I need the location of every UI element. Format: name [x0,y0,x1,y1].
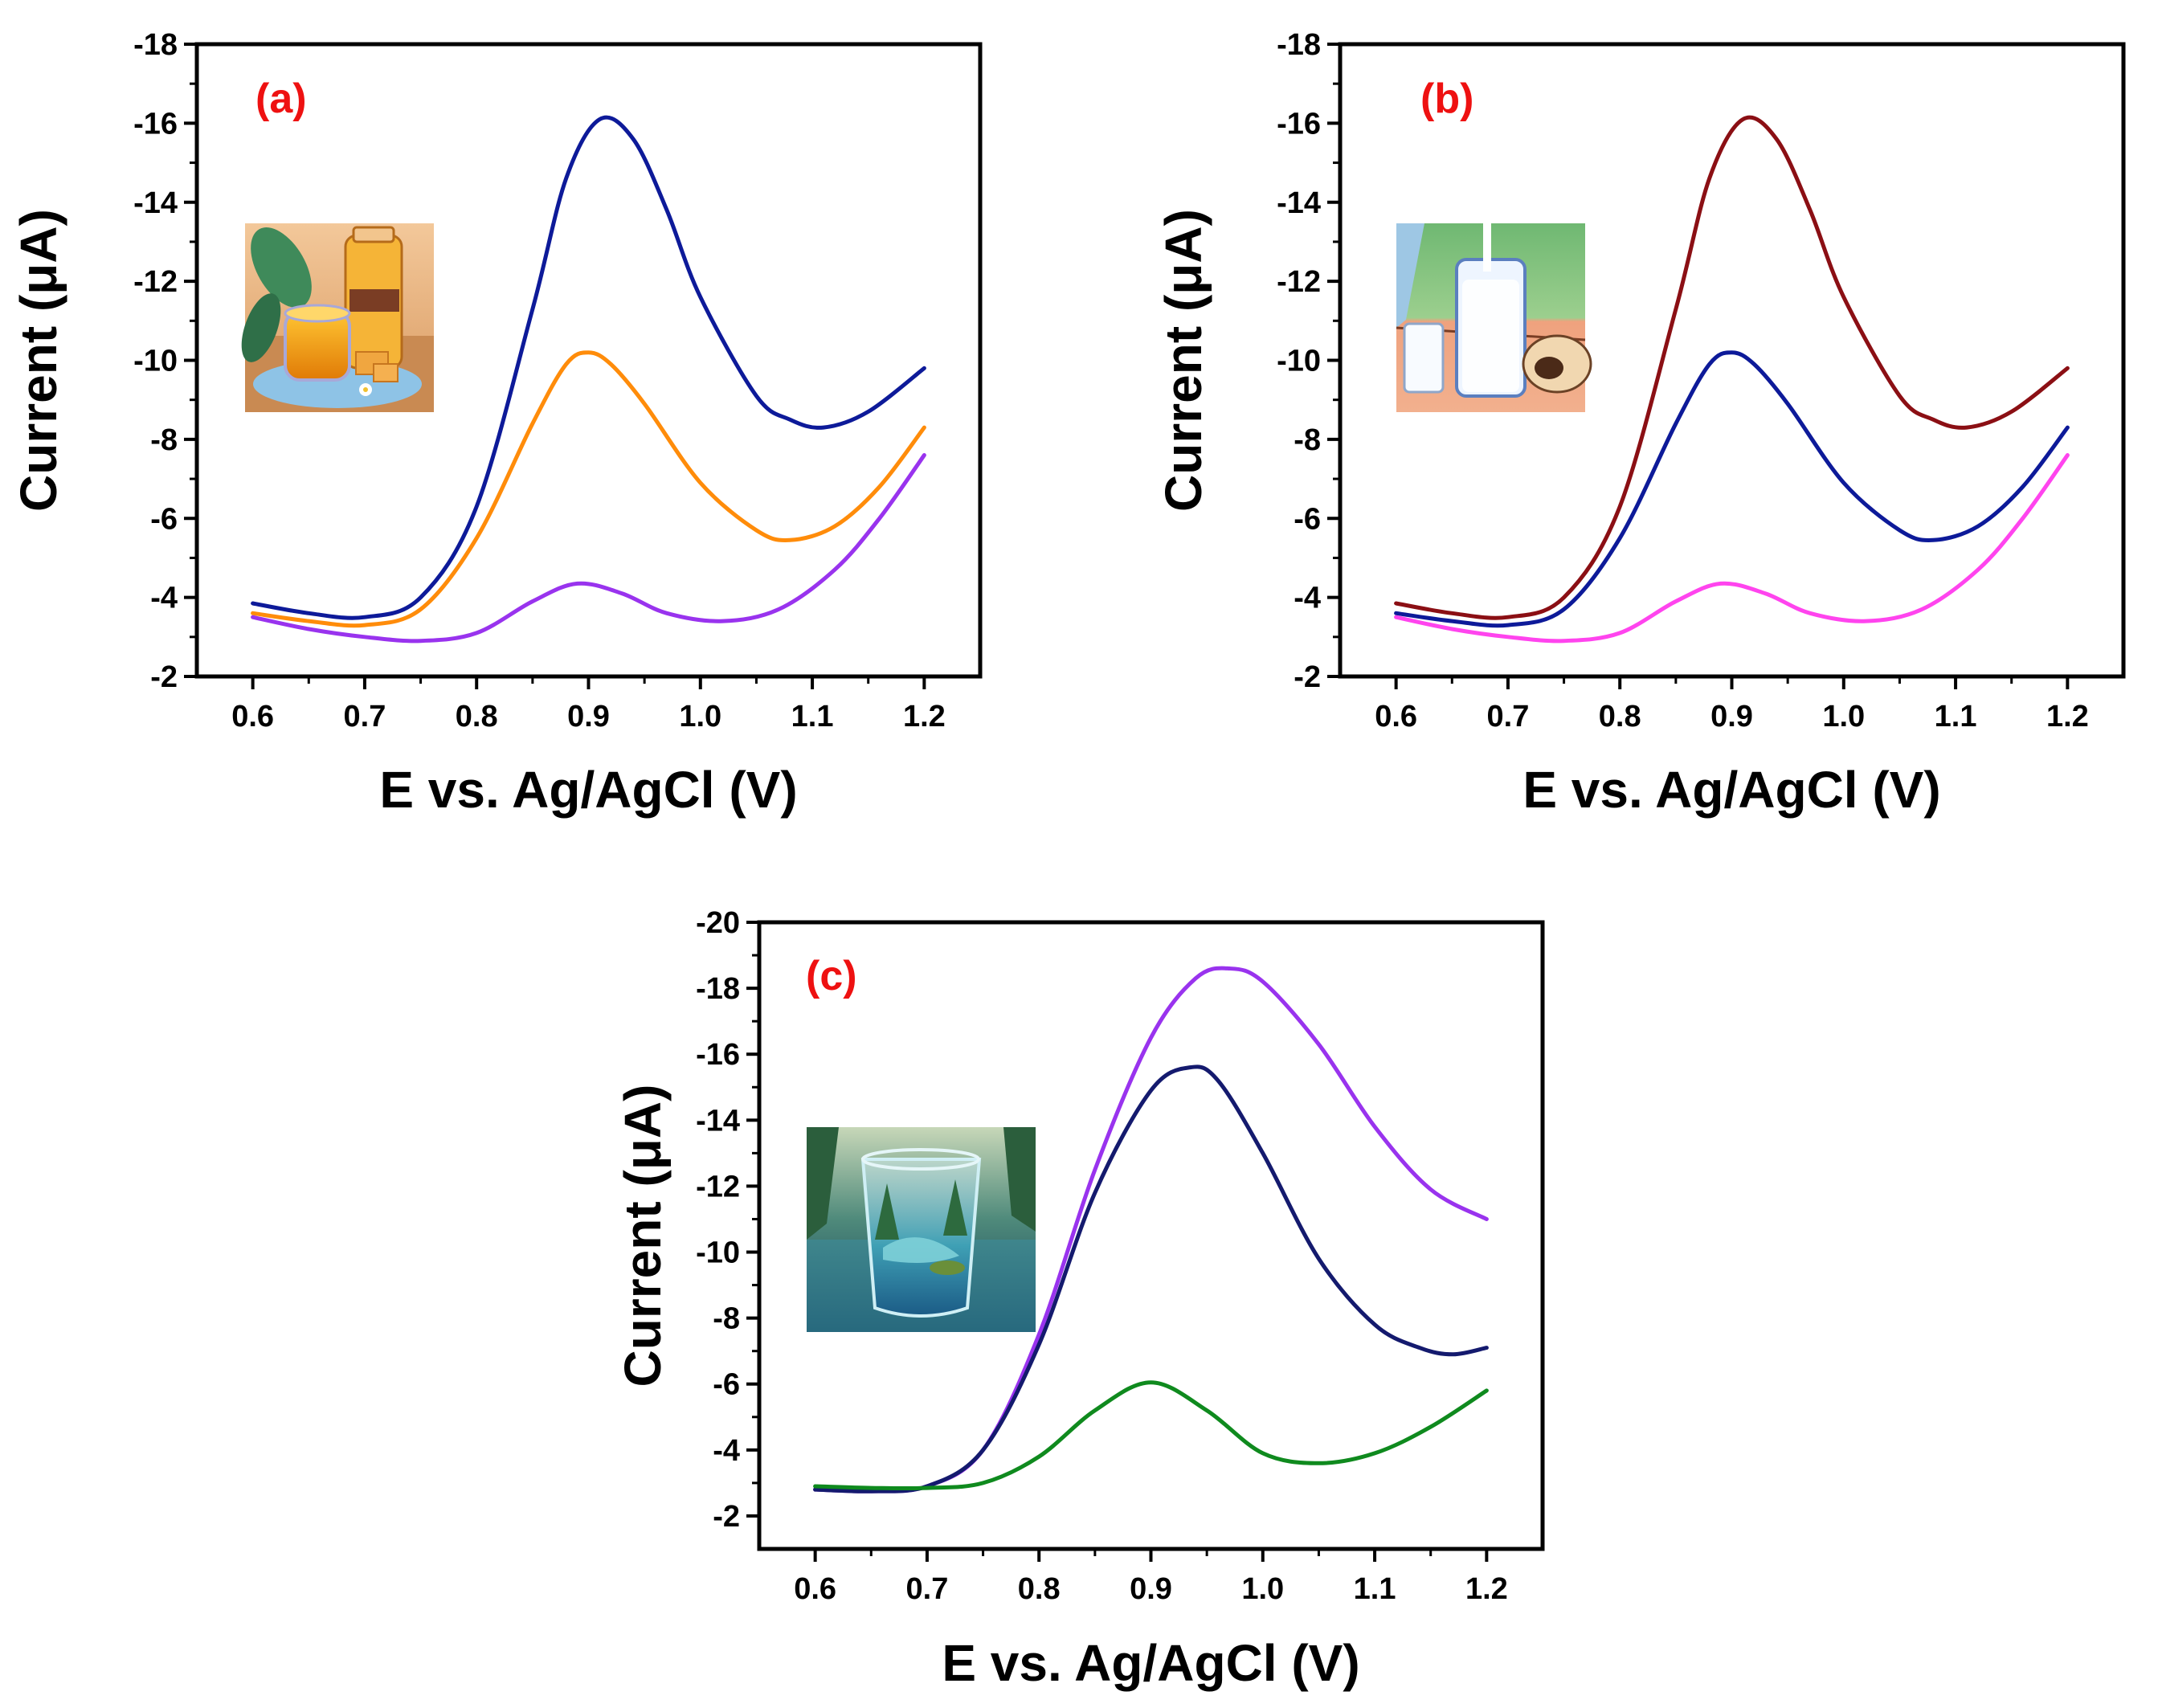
x-tick-label: 0.7 [906,1572,949,1606]
y-tick-label: -2 [1294,660,1321,694]
x-tick-label: 1.1 [1935,700,1977,733]
y-tick-label: -10 [133,345,178,378]
x-tick-label: 0.7 [344,700,386,733]
y-tick-label: -12 [696,1170,740,1203]
x-tick-label: 1.0 [1241,1572,1284,1606]
chart-panel-b: 0.6 0.7 0.8 0.9 1.0 1.1 1.2 -2 -4 -6 -8 -10 -12 -14 -1… [1155,28,2126,819]
y-tick-label: -4 [713,1434,740,1468]
x-tick-label: 0.6 [794,1572,836,1606]
x-tick-label: 1.1 [791,700,834,733]
honey-illustration [241,223,434,412]
chart-panel-a: 0.6 0.7 0.8 0.9 1.0 1.1 1.2 -2 -4 -6 -8 -10 -12 -14 -1… [10,28,983,819]
y-axis-title: Current (μA) [614,1085,672,1387]
y-tick-label: -12 [1277,265,1321,299]
x-tick-label: 0.6 [231,700,274,733]
x-tick-label: 0.8 [1018,1572,1061,1606]
milk-illustration [1396,223,1592,412]
series-line-low [1394,453,2070,644]
x-tick-label: 1.1 [1354,1572,1396,1606]
y-tick-label: -14 [696,1104,740,1138]
x-tick-label: 1.0 [1822,700,1865,733]
y-tick-label: -8 [150,423,178,457]
y-tick-label: -2 [713,1500,740,1534]
panel-label-a: (a) [255,76,307,122]
x-tick-label: 0.9 [1130,1572,1172,1606]
x-tick-label: 0.7 [1487,700,1530,733]
x-tick-label: 0.9 [567,700,610,733]
series-line-low [813,1380,1489,1491]
y-tick-label: -14 [1277,186,1321,220]
y-tick-label: -6 [150,502,178,536]
y-tick-label: -16 [133,107,178,141]
y-tick-label: -2 [150,660,178,694]
y-tick-label: -6 [1294,502,1321,536]
series-line-low [251,453,926,644]
x-tick-label: 1.2 [903,700,946,733]
series-line-medium [813,1064,1489,1493]
x-tick-label: 0.8 [1599,700,1641,733]
y-tick-label: -18 [133,28,178,62]
x-tick-label: 1.2 [2046,700,2089,733]
y-tick-label: -6 [713,1368,740,1402]
series-line-medium [1394,350,2070,628]
x-tick-label: 0.9 [1710,700,1753,733]
y-tick-label: -8 [713,1302,740,1336]
y-axis-title: Current (μA) [10,209,67,512]
x-tick-label: 0.6 [1375,700,1417,733]
y-tick-label: -12 [133,265,178,299]
y-tick-label: -10 [696,1236,740,1270]
panel-label-c: (c) [806,953,857,999]
y-tick-label: -4 [1294,582,1321,615]
water-illustration [807,1127,1036,1332]
panel-label-b: (b) [1420,76,1473,122]
chart-panel-c: 0.6 0.7 0.8 0.9 1.0 1.1 1.2 -2 -4 -6 -8 -10 -12 -14 -1… [614,906,1545,1692]
y-tick-label: -14 [133,186,178,220]
y-tick-label: -18 [1277,28,1321,62]
y-axis-title: Current (μA) [1155,209,1212,512]
y-tick-label: -16 [1277,107,1321,141]
y-tick-label: -16 [696,1038,740,1072]
x-axis-title: E vs. Ag/AgCl (V) [942,1634,1359,1692]
y-tick-label: -20 [696,906,740,940]
series-line-high [1394,115,2070,620]
y-tick-label: -18 [696,972,740,1006]
series-line-high [251,115,926,620]
x-axis-title: E vs. Ag/AgCl (V) [1522,761,1940,819]
y-tick-label: -8 [1294,423,1321,457]
y-tick-label: -10 [1277,345,1321,378]
y-tick-label: -4 [150,582,178,615]
x-tick-label: 1.0 [679,700,721,733]
series-line-medium [251,350,926,628]
x-tick-label: 1.2 [1465,1572,1508,1606]
x-axis-title: E vs. Ag/AgCl (V) [379,761,797,819]
x-tick-label: 0.8 [456,700,498,733]
